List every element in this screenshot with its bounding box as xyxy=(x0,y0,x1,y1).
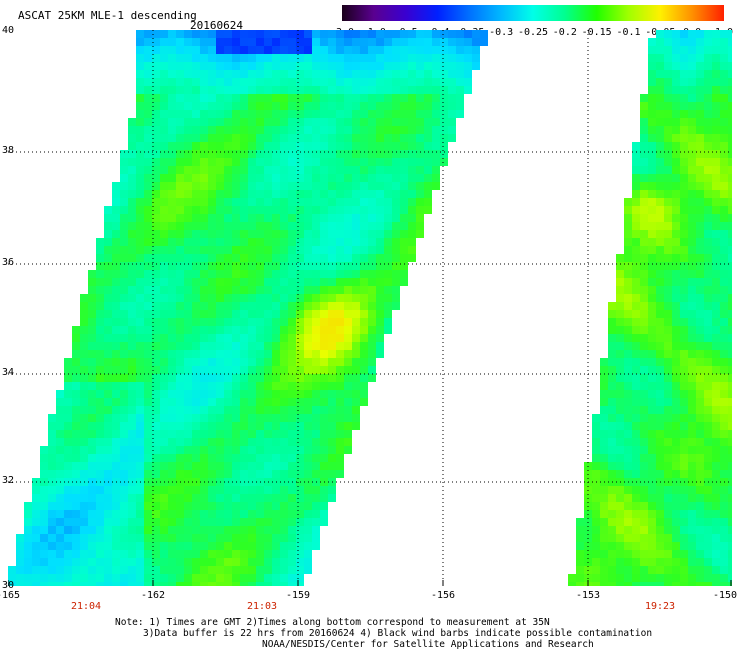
time-label-1: 21:04 xyxy=(70,601,102,612)
lon-label-153: -153 xyxy=(575,590,601,601)
time-label-2: 21:03 xyxy=(246,601,278,612)
lat-label-40: 40 xyxy=(2,25,15,36)
colorbar-label: -0.25 xyxy=(517,27,549,38)
lon-label-150: -150 xyxy=(712,590,738,601)
lat-label-36: 36 xyxy=(2,257,15,268)
lat-label-38: 38 xyxy=(2,145,15,156)
time-label-3: 19:23 xyxy=(644,601,676,612)
map-date: 20160624 xyxy=(190,19,243,32)
colorbar-label: -0.3 xyxy=(489,27,514,38)
lon-label-156: -156 xyxy=(430,590,456,601)
lon-label-159: -159 xyxy=(285,590,311,601)
note-line-1: Note: 1) Times are GMT 2)Times along bot… xyxy=(115,617,550,628)
lat-label-34: 34 xyxy=(2,367,15,378)
lon-ticks xyxy=(8,580,732,586)
colorbar-label: -0.2 xyxy=(552,27,577,38)
colorbar xyxy=(342,5,724,21)
swath-cells xyxy=(8,30,732,586)
lat-label-30: 30 xyxy=(2,580,15,591)
lat-label-32: 32 xyxy=(2,475,15,486)
note-line-2: 3)Data buffer is 22 hrs from 20160624 4)… xyxy=(143,628,653,639)
lon-label-162: -162 xyxy=(140,590,166,601)
graticule xyxy=(8,30,732,586)
colorbar-label: -0.15 xyxy=(581,27,612,38)
map-title: ASCAT 25KM MLE-1 descending xyxy=(18,9,197,22)
colorbar-gradient xyxy=(342,5,724,21)
note-line-3: NOAA/NESDIS/Center for Satellite Applica… xyxy=(262,639,594,650)
swath-map xyxy=(8,30,732,586)
colorbar-label: -0.1 xyxy=(616,27,641,38)
lon-label-165: -165 xyxy=(0,590,21,601)
